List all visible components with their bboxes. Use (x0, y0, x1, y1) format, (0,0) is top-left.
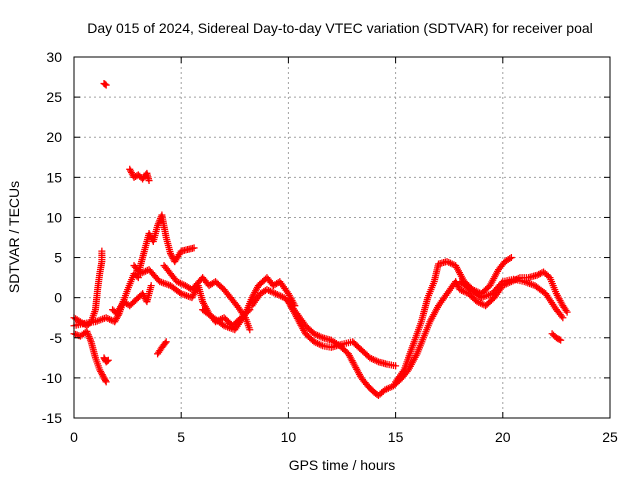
data-point (102, 378, 110, 386)
x-tick-label: 0 (70, 429, 78, 445)
data-point (535, 270, 543, 278)
data-point (161, 339, 169, 347)
series-track-i (284, 268, 571, 400)
data-point (558, 312, 566, 320)
x-tick-label: 15 (388, 429, 404, 445)
y-tick-label: -10 (42, 370, 62, 386)
plot-frame (73, 56, 611, 419)
series-track-k (456, 275, 567, 322)
grid-lines (74, 57, 610, 418)
y-tick-label: 5 (54, 250, 62, 266)
axis-ticks: 0 5 10 15 20 25 -15 -10 -5 0 5 10 15 20 25 30 (42, 49, 618, 445)
y-tick-label: -5 (50, 330, 63, 346)
series-track-h (248, 286, 400, 370)
series-cluster-5 (548, 330, 565, 344)
series-track-f (160, 262, 254, 334)
data-point (562, 307, 570, 315)
data-point (145, 177, 153, 185)
series-cluster-3 (154, 338, 170, 358)
x-tick-label: 10 (281, 429, 297, 445)
data-point (104, 356, 112, 364)
data-points (70, 79, 571, 400)
y-tick-label: 25 (46, 89, 62, 105)
x-axis-title: GPS time / hours (289, 457, 396, 473)
y-tick-label: 0 (54, 290, 62, 306)
series-cluster-1 (100, 79, 110, 89)
data-point (246, 326, 254, 334)
data-point (559, 314, 567, 322)
data-point (147, 282, 155, 290)
y-tick-label: 20 (46, 129, 62, 145)
series-cluster-2 (126, 165, 153, 185)
data-point (555, 335, 563, 343)
data-point (533, 271, 541, 279)
data-point (101, 80, 109, 88)
x-tick-label: 20 (495, 429, 511, 445)
data-point (557, 336, 565, 344)
series-cluster-4 (100, 354, 112, 366)
data-point (563, 308, 571, 316)
data-point (162, 338, 170, 346)
data-point (190, 244, 198, 252)
x-tick-label: 5 (177, 429, 185, 445)
y-axis-title: SDTVAR / TECUs (6, 181, 22, 293)
data-point (98, 247, 106, 255)
data-point (101, 377, 109, 385)
data-point (506, 255, 514, 263)
y-tick-label: 15 (46, 169, 62, 185)
data-point (507, 254, 515, 262)
series-track-c (70, 270, 142, 330)
chart-title: Day 015 of 2024, Sidereal Day-to-day VTE… (87, 20, 593, 36)
data-point (102, 81, 110, 89)
series-track-b (70, 247, 106, 330)
data-point (392, 362, 400, 370)
series-cluster-6 (109, 282, 155, 318)
y-tick-label: 10 (46, 209, 62, 225)
data-point (103, 357, 111, 365)
y-tick-label: -15 (42, 410, 62, 426)
x-tick-label: 25 (602, 429, 618, 445)
y-tick-label: 30 (46, 49, 62, 65)
